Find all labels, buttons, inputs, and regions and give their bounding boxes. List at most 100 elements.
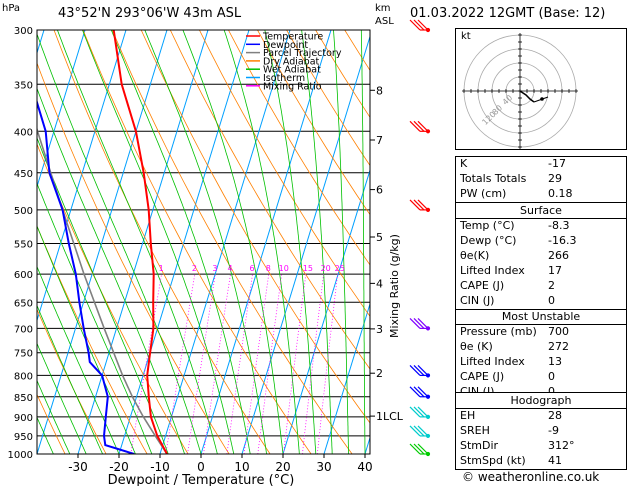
surface-title: Surface bbox=[520, 204, 562, 217]
storm-motion-marker bbox=[540, 97, 544, 101]
mu-label: CAPE (J) bbox=[460, 370, 505, 383]
mixing-ratio-label: 20 bbox=[321, 264, 331, 273]
pressure-tick-label: 400 bbox=[14, 127, 33, 138]
mixing-ratio-label: 15 bbox=[303, 264, 313, 273]
height-tick-label: 1LCL bbox=[376, 410, 404, 423]
temperature-tick-label: 10 bbox=[234, 460, 249, 474]
wind-barb bbox=[409, 199, 431, 212]
height-tick-label: 2 bbox=[376, 367, 383, 380]
surface-label: θe(K) bbox=[460, 249, 490, 262]
most-unstable-title: Most Unstable bbox=[501, 310, 581, 323]
dry-adiabat-line bbox=[140, 30, 370, 424]
mixing-ratio-line bbox=[243, 274, 270, 454]
wind-barb-flag bbox=[413, 317, 425, 329]
mixing-ratio-line bbox=[283, 274, 307, 454]
hodograph-panel: 120 80 40 kt bbox=[455, 28, 627, 150]
plot-frame bbox=[36, 29, 371, 455]
hodograph-stats-title: Hodograph bbox=[510, 394, 572, 407]
pressure-tick-label: 700 bbox=[14, 324, 33, 335]
pressure-tick-label: 950 bbox=[14, 432, 33, 443]
plot-area bbox=[37, 30, 370, 454]
wind-barb-flag bbox=[413, 364, 425, 376]
wind-barb-flag bbox=[409, 120, 421, 132]
mu-row: Pressure (mb) 700 bbox=[456, 325, 626, 340]
wind-barb bbox=[409, 19, 431, 33]
hodo-label: StmDir bbox=[460, 439, 499, 452]
hodo-value: 28 bbox=[548, 409, 562, 422]
wind-barb-flag bbox=[413, 425, 425, 437]
mixing-ratio-line bbox=[226, 274, 253, 454]
wind-barb-flag bbox=[417, 317, 429, 329]
wind-barb-dot bbox=[425, 451, 431, 457]
temperature-tick-label: 30 bbox=[316, 460, 331, 474]
height-unit-label: km bbox=[375, 3, 391, 14]
legend-label: Temperature bbox=[262, 32, 323, 43]
pressure-tick-label: 500 bbox=[14, 206, 33, 217]
surface-row: θe(K) 266 bbox=[456, 249, 626, 264]
wind-barb-flag bbox=[417, 364, 429, 376]
mixing-ratio-label: 2 bbox=[192, 264, 197, 273]
mu-value: 0 bbox=[548, 370, 555, 383]
wind-barb-flag bbox=[409, 406, 421, 418]
isotherm-line bbox=[159, 30, 291, 454]
index-row-k: K -17 bbox=[456, 157, 626, 172]
wind-barb-flag bbox=[417, 386, 429, 398]
skew-t-chart: 1 2 3 4 6 8 10 15 20 2530035040045050055060065070… bbox=[8, 19, 431, 486]
thermo-panel: Surface Temp (°C) -8.3 Dewp (°C) -16.3 θe(… bbox=[455, 202, 627, 398]
legend-label: Parcel Trajectory bbox=[263, 48, 342, 59]
wet-adiabat-line bbox=[37, 136, 169, 454]
dry-adiabat-line bbox=[199, 30, 370, 318]
dry-adiabat-line bbox=[257, 30, 370, 216]
hodograph-ring-label: 40 bbox=[501, 93, 515, 107]
temperature-tick-label: 20 bbox=[275, 460, 290, 474]
mu-row: θe (K) 272 bbox=[456, 340, 626, 355]
height-tick-label: 3 bbox=[376, 323, 383, 336]
surface-label: Temp (°C) bbox=[460, 219, 515, 232]
wind-barb-flag bbox=[413, 120, 425, 132]
isotherm-line bbox=[323, 302, 370, 454]
surface-label: CAPE (J) bbox=[460, 279, 505, 292]
wind-barb-flag bbox=[413, 443, 425, 455]
temperature-tick-label: 0 bbox=[197, 460, 205, 474]
mu-row: Lifted Index 13 bbox=[456, 355, 626, 370]
hodo-row: SREH -9 bbox=[456, 424, 626, 439]
pressure-tick-label: 650 bbox=[14, 298, 33, 309]
mixing-ratio-label: 8 bbox=[266, 264, 271, 273]
pressure-tick-label: 550 bbox=[14, 239, 33, 250]
pressure-tick-label: 350 bbox=[14, 80, 33, 91]
dry-adiabat-line bbox=[169, 30, 370, 370]
surface-row: Lifted Index 17 bbox=[456, 264, 626, 279]
legend-label: Dewpoint bbox=[263, 40, 308, 51]
surface-value: 266 bbox=[548, 249, 569, 262]
wind-barb-dot bbox=[425, 433, 431, 439]
legend-label: Isotherm bbox=[263, 73, 305, 84]
wind-barb bbox=[409, 425, 431, 439]
pressure-unit-label: hPa bbox=[2, 3, 21, 14]
index-value: 29 bbox=[548, 172, 562, 185]
pressure-tick-label: 1000 bbox=[8, 450, 33, 461]
hodograph-unit-label: kt bbox=[461, 31, 471, 42]
height-tick-label: 4 bbox=[376, 277, 383, 290]
temperature-tick-label: 40 bbox=[357, 460, 372, 474]
dry-adiabat-line bbox=[37, 61, 230, 454]
dry-adiabat-line bbox=[37, 225, 148, 454]
mixing-ratio-label: 3 bbox=[212, 264, 217, 273]
wind-barb-flag bbox=[409, 425, 421, 437]
wind-barb-flag bbox=[409, 19, 421, 31]
mixing-ratio-line bbox=[165, 274, 196, 454]
datetime-title: 01.03.2022 12GMT (Base: 12) bbox=[410, 6, 606, 21]
wind-barb bbox=[409, 120, 431, 134]
pressure-tick-label: 600 bbox=[14, 270, 33, 281]
wet-adiabat-line bbox=[301, 30, 333, 454]
wind-barb-dot bbox=[425, 129, 431, 134]
mu-value: 0 bbox=[548, 385, 555, 398]
isotherm-line bbox=[37, 30, 168, 454]
wet-adiabat-line bbox=[144, 30, 267, 454]
surface-value: -16.3 bbox=[548, 234, 577, 247]
wet-adiabat-line bbox=[223, 30, 300, 454]
wind-barb-flag bbox=[409, 443, 421, 455]
wet-adiabat-line bbox=[82, 30, 235, 454]
wet-adiabat-line bbox=[333, 30, 349, 454]
wet-adiabat-line bbox=[37, 87, 185, 454]
